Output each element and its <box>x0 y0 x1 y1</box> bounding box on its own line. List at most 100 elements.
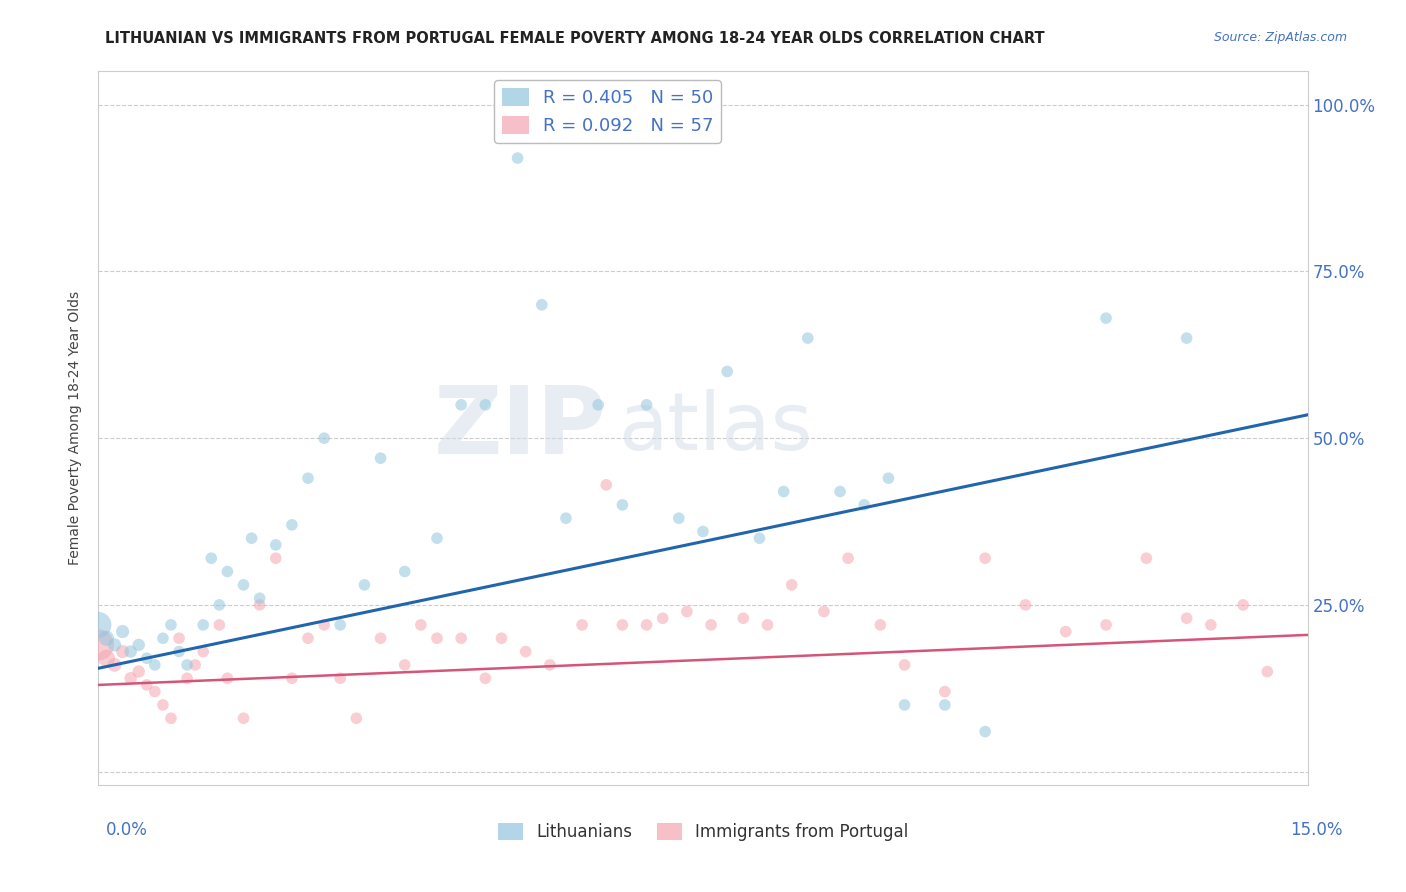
Point <box>297 632 319 646</box>
Point <box>651 611 673 625</box>
Text: 0.0%: 0.0% <box>105 821 148 838</box>
Point <box>264 551 287 566</box>
Text: atlas: atlas <box>619 389 813 467</box>
Text: ZIP: ZIP <box>433 382 606 475</box>
Point <box>87 638 110 652</box>
Point <box>249 591 271 606</box>
Point <box>636 618 658 632</box>
Point <box>232 578 254 592</box>
Point <box>756 618 779 632</box>
Text: 15.0%: 15.0% <box>1291 821 1343 838</box>
Point <box>974 724 997 739</box>
Point <box>103 638 125 652</box>
Point <box>281 517 304 532</box>
Point <box>586 398 609 412</box>
Point <box>96 632 118 646</box>
Point <box>450 398 472 412</box>
Point <box>111 644 134 658</box>
Point <box>297 471 319 485</box>
Point <box>135 651 157 665</box>
Point <box>160 711 183 725</box>
Point <box>344 711 367 725</box>
Point <box>813 605 835 619</box>
Point <box>426 632 449 646</box>
Point <box>176 657 198 672</box>
Point <box>612 498 634 512</box>
Point <box>143 684 166 698</box>
Point <box>240 531 263 545</box>
Point <box>530 298 553 312</box>
Point <box>772 484 794 499</box>
Point <box>249 598 271 612</box>
Point <box>111 624 134 639</box>
Point <box>853 498 876 512</box>
Point <box>700 618 723 632</box>
Point <box>135 678 157 692</box>
Point <box>152 698 174 712</box>
Point <box>837 551 859 566</box>
Point <box>692 524 714 539</box>
Point <box>103 657 125 672</box>
Point <box>474 398 496 412</box>
Point <box>394 657 416 672</box>
Point <box>353 578 375 592</box>
Point <box>120 671 142 685</box>
Point <box>748 531 770 545</box>
Point <box>167 644 190 658</box>
Point <box>217 671 239 685</box>
Point <box>474 671 496 685</box>
Point <box>1232 598 1254 612</box>
Point <box>974 551 997 566</box>
Point <box>264 538 287 552</box>
Point <box>370 632 392 646</box>
Point <box>934 698 956 712</box>
Point <box>869 618 891 632</box>
Point <box>128 665 150 679</box>
Point <box>1175 611 1198 625</box>
Point <box>450 632 472 646</box>
Point <box>193 644 215 658</box>
Point <box>314 618 336 632</box>
Point <box>595 478 617 492</box>
Point <box>636 398 658 412</box>
Point <box>1014 598 1036 612</box>
Point <box>96 651 118 665</box>
Point <box>1135 551 1157 566</box>
Point <box>160 618 183 632</box>
Point <box>893 657 915 672</box>
Point <box>128 638 150 652</box>
Point <box>555 511 578 525</box>
Point <box>208 598 231 612</box>
Point <box>152 632 174 646</box>
Point <box>668 511 690 525</box>
Point <box>87 618 110 632</box>
Point <box>184 657 207 672</box>
Text: LITHUANIAN VS IMMIGRANTS FROM PORTUGAL FEMALE POVERTY AMONG 18-24 YEAR OLDS CORR: LITHUANIAN VS IMMIGRANTS FROM PORTUGAL F… <box>105 31 1045 46</box>
Point <box>491 632 513 646</box>
Point <box>797 331 820 345</box>
Y-axis label: Female Poverty Among 18-24 Year Olds: Female Poverty Among 18-24 Year Olds <box>69 291 83 566</box>
Point <box>217 565 239 579</box>
Point <box>780 578 803 592</box>
Point <box>1256 665 1278 679</box>
Point <box>394 565 416 579</box>
Point <box>176 671 198 685</box>
Point <box>281 671 304 685</box>
Point <box>200 551 222 566</box>
Point <box>167 632 190 646</box>
Point <box>538 657 561 672</box>
Point <box>676 605 699 619</box>
Point <box>370 451 392 466</box>
Point <box>329 671 352 685</box>
Point <box>409 618 432 632</box>
Point <box>1054 624 1077 639</box>
Point <box>143 657 166 672</box>
Point <box>1095 618 1118 632</box>
Point <box>612 618 634 632</box>
Point <box>314 431 336 445</box>
Point <box>877 471 900 485</box>
Point <box>716 364 738 378</box>
Point <box>426 531 449 545</box>
Point <box>893 698 915 712</box>
Point <box>208 618 231 632</box>
